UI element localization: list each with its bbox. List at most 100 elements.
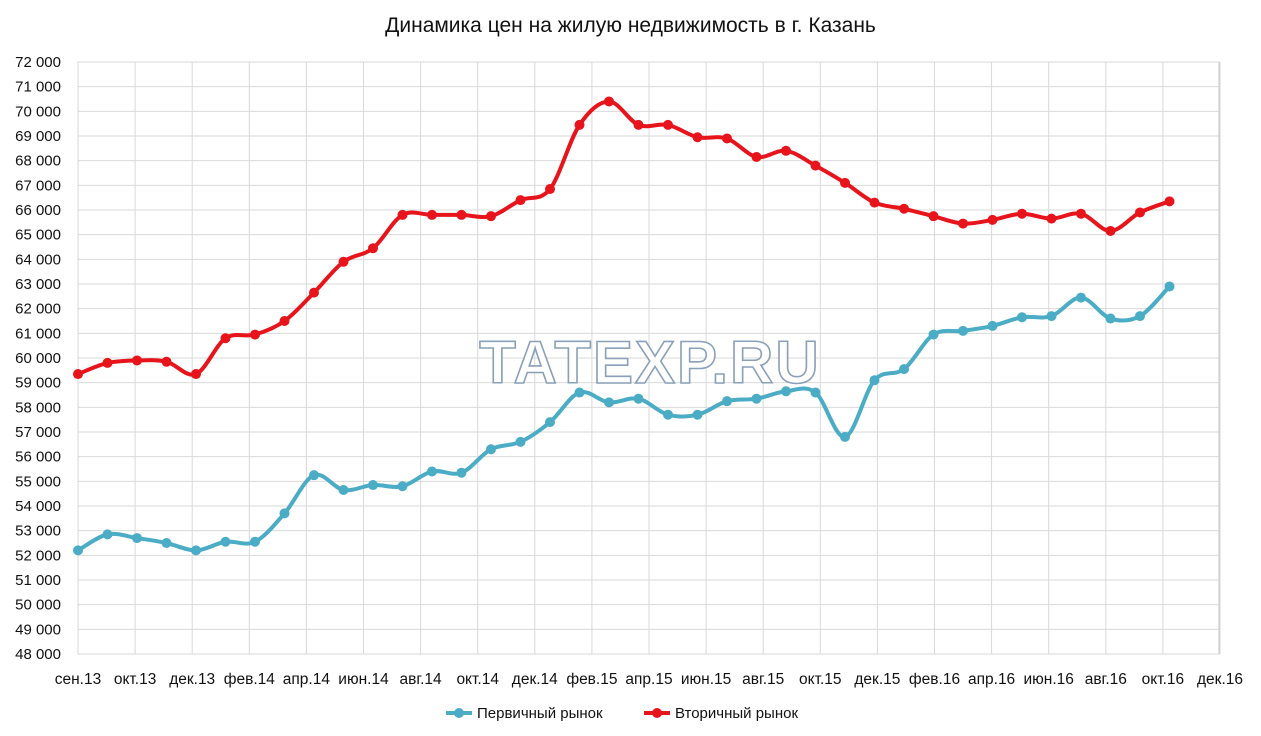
data-point bbox=[692, 132, 703, 143]
data-point bbox=[1076, 292, 1086, 303]
data-point bbox=[1135, 207, 1145, 218]
x-tick-label: авг.16 bbox=[1085, 671, 1127, 688]
y-tick-label: 63 000 bbox=[15, 276, 61, 293]
x-tick-label: окт.16 bbox=[1142, 671, 1185, 688]
data-point bbox=[486, 211, 496, 222]
x-tick-label: апр.16 bbox=[968, 671, 1015, 688]
data-point bbox=[73, 545, 83, 556]
y-tick-label: 67 000 bbox=[15, 177, 61, 194]
data-point bbox=[102, 529, 113, 540]
data-point bbox=[1046, 213, 1057, 224]
x-tick-label: окт.13 bbox=[114, 671, 157, 688]
data-point bbox=[958, 325, 968, 336]
y-tick-label: 57 000 bbox=[15, 424, 61, 441]
series-2 bbox=[73, 96, 1175, 380]
data-point bbox=[574, 119, 585, 130]
legend-swatch-marker bbox=[652, 708, 662, 718]
data-point bbox=[1164, 281, 1175, 292]
x-tick-label: окт.15 bbox=[799, 671, 842, 688]
y-tick-label: 71 000 bbox=[15, 79, 61, 96]
y-tick-label: 56 000 bbox=[15, 449, 61, 466]
y-tick-label: 62 000 bbox=[15, 301, 61, 318]
y-tick-label: 54 000 bbox=[15, 498, 61, 515]
data-point bbox=[899, 203, 909, 214]
data-point bbox=[397, 209, 408, 220]
data-point bbox=[132, 533, 142, 544]
data-point bbox=[191, 369, 201, 380]
data-point bbox=[515, 436, 526, 447]
data-point bbox=[309, 470, 319, 481]
data-point bbox=[869, 197, 880, 208]
data-point bbox=[633, 119, 644, 130]
data-point bbox=[1164, 196, 1175, 207]
y-tick-label: 64 000 bbox=[15, 251, 61, 268]
data-point bbox=[663, 119, 673, 130]
data-point bbox=[279, 316, 290, 326]
x-tick-label: апр.15 bbox=[625, 671, 672, 688]
data-point bbox=[132, 355, 142, 366]
watermark: TATEXP.RU bbox=[479, 329, 820, 396]
data-point bbox=[161, 356, 172, 367]
legend-item: Вторичный рынок bbox=[644, 705, 798, 722]
x-tick-label: дек.13 bbox=[169, 671, 215, 688]
chart-title: Динамика цен на жилую недвижимость в г. … bbox=[385, 14, 876, 37]
x-tick-label: окт.14 bbox=[456, 671, 499, 688]
legend-label: Первичный рынок bbox=[477, 705, 603, 722]
data-point bbox=[781, 145, 791, 156]
data-point bbox=[397, 481, 408, 492]
data-point bbox=[191, 545, 201, 556]
y-tick-label: 48 000 bbox=[15, 646, 61, 663]
x-tick-label: дек.14 bbox=[512, 671, 558, 688]
data-point bbox=[633, 393, 644, 404]
y-tick-label: 72 000 bbox=[15, 54, 61, 71]
x-tick-label: авг.15 bbox=[742, 671, 784, 688]
data-point bbox=[840, 177, 850, 188]
series-1 bbox=[73, 281, 1175, 556]
data-point bbox=[781, 386, 791, 397]
data-point bbox=[987, 320, 998, 331]
x-tick-label: фев.14 bbox=[224, 671, 276, 688]
data-point bbox=[692, 409, 703, 420]
data-point bbox=[250, 329, 260, 340]
data-point bbox=[73, 369, 83, 380]
y-tick-label: 51 000 bbox=[15, 572, 61, 589]
data-point bbox=[1017, 312, 1027, 323]
x-tick-label: апр.14 bbox=[283, 671, 331, 688]
data-point bbox=[840, 431, 850, 442]
data-point bbox=[810, 160, 821, 171]
data-point bbox=[928, 211, 939, 222]
data-point bbox=[751, 151, 762, 162]
x-tick-label: авг.14 bbox=[400, 671, 443, 688]
data-point bbox=[604, 397, 614, 408]
data-point bbox=[545, 184, 555, 195]
y-tick-label: 53 000 bbox=[15, 523, 61, 540]
x-tick-label: фев.15 bbox=[566, 671, 617, 688]
data-point bbox=[958, 218, 968, 229]
data-point bbox=[338, 484, 349, 495]
data-point bbox=[338, 256, 349, 267]
data-point bbox=[102, 357, 113, 368]
data-point bbox=[987, 214, 998, 225]
x-tick-label: дек.15 bbox=[854, 671, 900, 688]
legend-label: Вторичный рынок bbox=[675, 705, 798, 722]
data-point bbox=[279, 508, 290, 519]
y-tick-label: 70 000 bbox=[15, 103, 61, 120]
y-tick-label: 60 000 bbox=[15, 350, 61, 367]
y-tick-label: 65 000 bbox=[15, 227, 61, 244]
legend-swatch-marker bbox=[454, 708, 464, 718]
y-tick-label: 50 000 bbox=[15, 597, 61, 614]
legend: Первичный рынок Вторичный рынок bbox=[446, 705, 798, 722]
data-point bbox=[1105, 225, 1116, 236]
data-point bbox=[427, 466, 437, 477]
data-point bbox=[220, 333, 231, 344]
data-point bbox=[751, 393, 762, 404]
data-point bbox=[250, 536, 260, 547]
data-point bbox=[515, 195, 526, 206]
y-tick-label: 52 000 bbox=[15, 547, 61, 564]
data-point bbox=[663, 409, 673, 420]
data-point bbox=[368, 243, 378, 254]
data-point bbox=[604, 96, 614, 107]
data-point bbox=[810, 387, 821, 398]
data-point bbox=[574, 387, 585, 398]
data-point bbox=[722, 133, 732, 144]
